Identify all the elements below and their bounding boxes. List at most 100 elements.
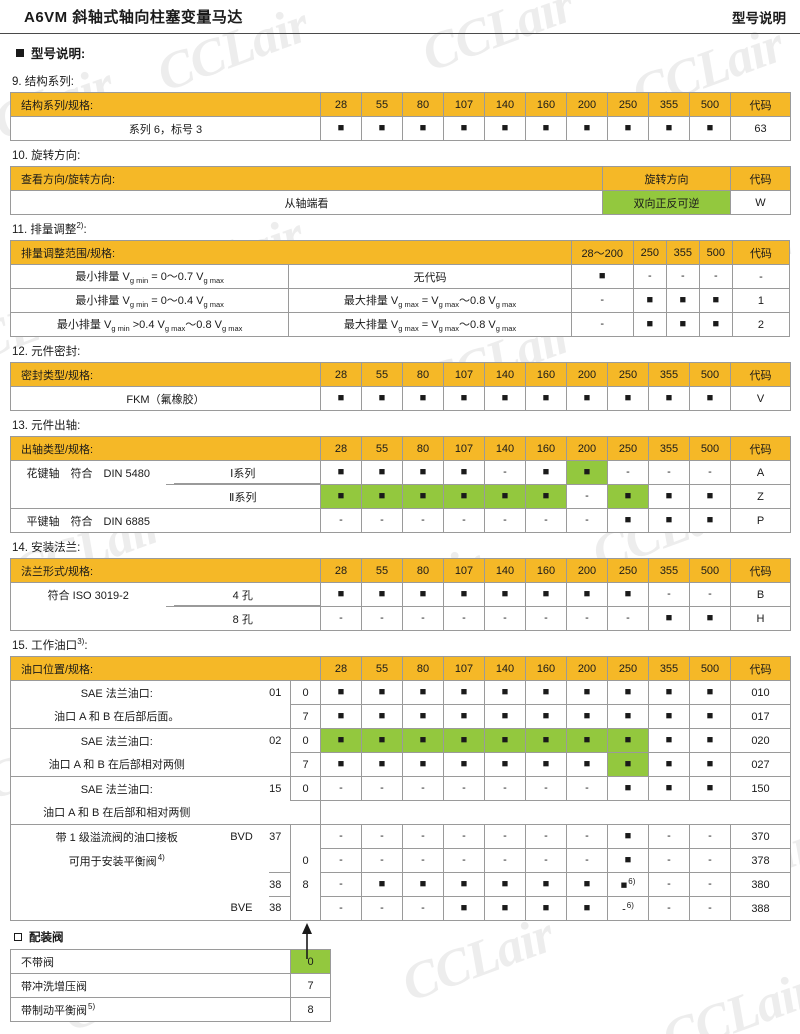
row-sub-7: 7 [290, 752, 321, 777]
cell-107: ■ [443, 386, 485, 411]
cell-140: - [484, 606, 526, 631]
cell-55: ■ [361, 728, 403, 753]
cell-500: - [689, 848, 731, 873]
cell-160: ■ [525, 896, 567, 921]
table-row: 花键轴 符合 DIN 5480 Ⅰ系列 ■ ■ ■ ■ - ■ ■ - - - … [10, 460, 791, 485]
cell-355: - [665, 264, 700, 289]
valve-section-header: 配装阀 [14, 929, 790, 945]
cell-200: - [566, 606, 608, 631]
cell-355: ■ [648, 116, 690, 141]
cell-80: ■ [402, 728, 444, 753]
footnote-ref-6: 6) [628, 876, 636, 886]
col-size-355: 355 [665, 240, 700, 265]
cell-55: - [361, 508, 403, 533]
valve-row-code-8: 8 [290, 997, 331, 1022]
cell-250: ■ [607, 704, 649, 729]
col-size-140: 140 [484, 656, 526, 681]
table-header-row: 油口位置/规格: 28 55 80 107 140 160 200 250 35… [10, 656, 791, 681]
cell-160: ■ [525, 460, 567, 485]
cell-250: -6) [607, 896, 649, 921]
col-size-500: 500 [689, 558, 731, 583]
col-header-label: 出轴类型/规格: [10, 436, 321, 461]
row-num-01: 01 [260, 680, 291, 705]
col-size-160: 160 [525, 656, 567, 681]
cell-code: A [730, 460, 791, 485]
cell-80: - [402, 508, 444, 533]
cell-28: ■ [320, 386, 362, 411]
cell-500: - [689, 896, 731, 921]
col-size-140: 140 [484, 92, 526, 117]
table-row: 最小排量 Vg min >0.4 Vg max～0.8 Vg max 最大排量 … [9, 312, 791, 337]
row-mid-bve: BVE [222, 896, 261, 921]
doc-title-text: 型号说明: [31, 47, 86, 61]
cell-200: ■ [566, 728, 608, 753]
cell-355: ■ [648, 508, 690, 533]
cell-250: ■ [607, 386, 649, 411]
cell-200: ■ [566, 582, 608, 607]
cell-250: ■ [607, 848, 649, 873]
cell-code: 2 [731, 312, 791, 337]
cell-55: - [361, 776, 403, 801]
cell-500: - [689, 872, 731, 897]
row-label-parallel-key: 平键轴 符合 DIN 6885 [10, 508, 166, 533]
col-size-500: 500 [689, 92, 731, 117]
table-row: 最小排量 Vg min = 0～0.4 Vg max 最大排量 Vg max =… [9, 288, 791, 313]
col-size-80: 80 [402, 362, 444, 387]
footnote-ref-3: 3) [77, 637, 85, 647]
cell-107: ■ [443, 728, 485, 753]
table-row: 油口 A 和 B 在后部相对两侧 7 ■ ■ ■ ■ ■ ■ ■ ■ ■ ■ 0… [10, 752, 791, 777]
cell-200: ■ [566, 386, 608, 411]
table-header-row: 出轴类型/规格: 28 55 80 107 140 160 200 250 35… [10, 436, 791, 461]
cell-200: ■ [566, 704, 608, 729]
cell-107: - [443, 824, 485, 849]
cell-code: W [730, 190, 791, 215]
cell-code: 370 [730, 824, 791, 849]
cell-355: - [648, 896, 690, 921]
doc-title-row: 型号说明: [16, 43, 790, 62]
cell-200: ■ [566, 680, 608, 705]
square-bullet-icon [16, 48, 24, 57]
cell-107: ■ [443, 484, 485, 509]
cell-250: ■ [607, 484, 649, 509]
col-size-200: 200 [566, 656, 608, 681]
cell-140: ■ [484, 386, 526, 411]
table-row: 带冲洗增压阀 7 [10, 973, 331, 998]
cell-250: ■ [607, 776, 649, 801]
col-size-28-200: 28～200 [570, 240, 634, 265]
cell-107: ■ [443, 872, 485, 897]
cell-250: ■ [607, 824, 649, 849]
cell-rotation-value: 双向正反可逆 [602, 190, 731, 215]
cell-355: - [648, 460, 690, 485]
cell-250: ■ [607, 508, 649, 533]
valve-row-code-0: 0 [290, 949, 331, 974]
cell-107: - [443, 508, 485, 533]
section-label-10: 10. 旋转方向: [12, 150, 81, 162]
cell-355: - [648, 582, 690, 607]
row-mid-empty [222, 800, 261, 825]
row-num-empty [260, 704, 291, 729]
cell-80: ■ [402, 680, 444, 705]
col-size-500: 500 [689, 656, 731, 681]
table-header-row: 结构系列/规格: 28 55 80 107 140 160 200 250 35… [10, 92, 791, 117]
col-header-code: 代码 [730, 558, 791, 583]
row-sublabel-series-2: Ⅱ系列 [165, 484, 321, 509]
cell-250: ■ [632, 288, 667, 313]
table-shaft-end: 出轴类型/规格: 28 55 80 107 140 160 200 250 35… [10, 436, 791, 533]
cell-28: - [320, 508, 362, 533]
cell-160: ■ [525, 872, 567, 897]
cell-355: ■ [648, 386, 690, 411]
col-size-500: 500 [698, 240, 733, 265]
col-header-label: 查看方向/旋转方向: [10, 166, 603, 191]
cell-200: ■ [566, 752, 608, 777]
cell-107: ■ [443, 752, 485, 777]
cell-code: Z [730, 484, 791, 509]
valve-row-label-none: 不带阀 [10, 949, 291, 974]
cell-250: - [632, 264, 667, 289]
cell-55: ■ [361, 704, 403, 729]
row-mid-empty [222, 872, 261, 897]
cell-355: ■ [648, 776, 690, 801]
cell-160: ■ [525, 582, 567, 607]
table-row: 符合 ISO 3019-2 4 孔 ■ ■ ■ ■ ■ ■ ■ ■ - - B [10, 582, 791, 607]
cell-code: 027 [730, 752, 791, 777]
cell-500: ■ [689, 386, 731, 411]
